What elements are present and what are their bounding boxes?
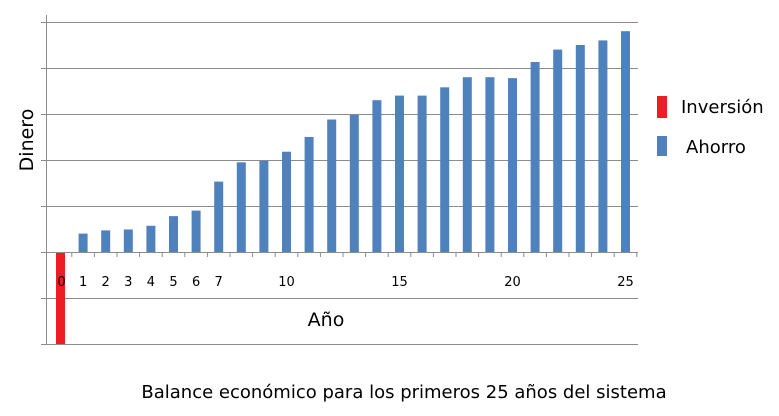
bar-ahorro-22 <box>553 49 563 252</box>
chart-caption: Balance económico para los primeros 25 a… <box>141 382 666 403</box>
x-tick-label: 20 <box>504 275 521 290</box>
x-tick-label: 25 <box>617 275 634 290</box>
bar-ahorro-3 <box>123 229 133 252</box>
bar-ahorro-8 <box>236 162 246 252</box>
bar-ahorro-14 <box>372 100 382 252</box>
bar-ahorro-18 <box>462 77 472 252</box>
bar-ahorro-2 <box>101 230 111 252</box>
legend: Inversión Ahorro <box>657 96 764 158</box>
bars <box>56 31 630 344</box>
bar-ahorro-9 <box>259 160 269 252</box>
bar-ahorro-23 <box>575 45 585 252</box>
bar-ahorro-19 <box>485 77 495 252</box>
legend-label-inversion: Inversión <box>681 97 764 118</box>
bar-ahorro-21 <box>530 62 540 252</box>
x-axis-title: Año <box>308 309 345 331</box>
x-tick-label: 15 <box>391 275 408 290</box>
bar-ahorro-17 <box>440 87 450 252</box>
bar-ahorro-7 <box>214 181 224 252</box>
x-tick-label: 3 <box>124 275 132 290</box>
bar-ahorro-1 <box>78 233 88 252</box>
x-tick-labels: 0 1 2 3 4 5 6 7 10 15 20 25 <box>57 275 633 290</box>
legend-swatch-inversion <box>657 96 667 118</box>
bar-ahorro-4 <box>146 225 156 252</box>
x-tick-label: 4 <box>147 275 155 290</box>
bar-ahorro-11 <box>304 137 314 252</box>
x-tick-label: 5 <box>169 275 177 290</box>
legend-label-ahorro: Ahorro <box>686 137 746 158</box>
y-axis-title: Dinero <box>16 109 38 172</box>
bar-ahorro-24 <box>598 40 608 253</box>
bar-ahorro-6 <box>191 210 201 252</box>
x-tick-label: 0 <box>57 275 65 290</box>
bar-ahorro-10 <box>282 151 291 252</box>
gridlines <box>46 22 638 345</box>
legend-swatch-ahorro <box>657 136 667 156</box>
bar-ahorro-15 <box>395 95 404 252</box>
x-tick-label: 2 <box>102 275 110 290</box>
axes <box>41 15 638 345</box>
bar-ahorro-13 <box>349 114 359 252</box>
bar-ahorro-25 <box>621 31 630 253</box>
bar-ahorro-12 <box>327 119 337 253</box>
x-tick-label: 10 <box>278 275 295 290</box>
bar-inversión-0 <box>56 252 65 344</box>
x-tick-label: 7 <box>215 275 223 290</box>
bar-ahorro-16 <box>417 95 427 252</box>
x-tick-label: 6 <box>192 275 200 290</box>
x-tick-label: 1 <box>79 275 87 290</box>
bar-ahorro-20 <box>508 78 517 253</box>
bar-ahorro-5 <box>169 216 178 252</box>
